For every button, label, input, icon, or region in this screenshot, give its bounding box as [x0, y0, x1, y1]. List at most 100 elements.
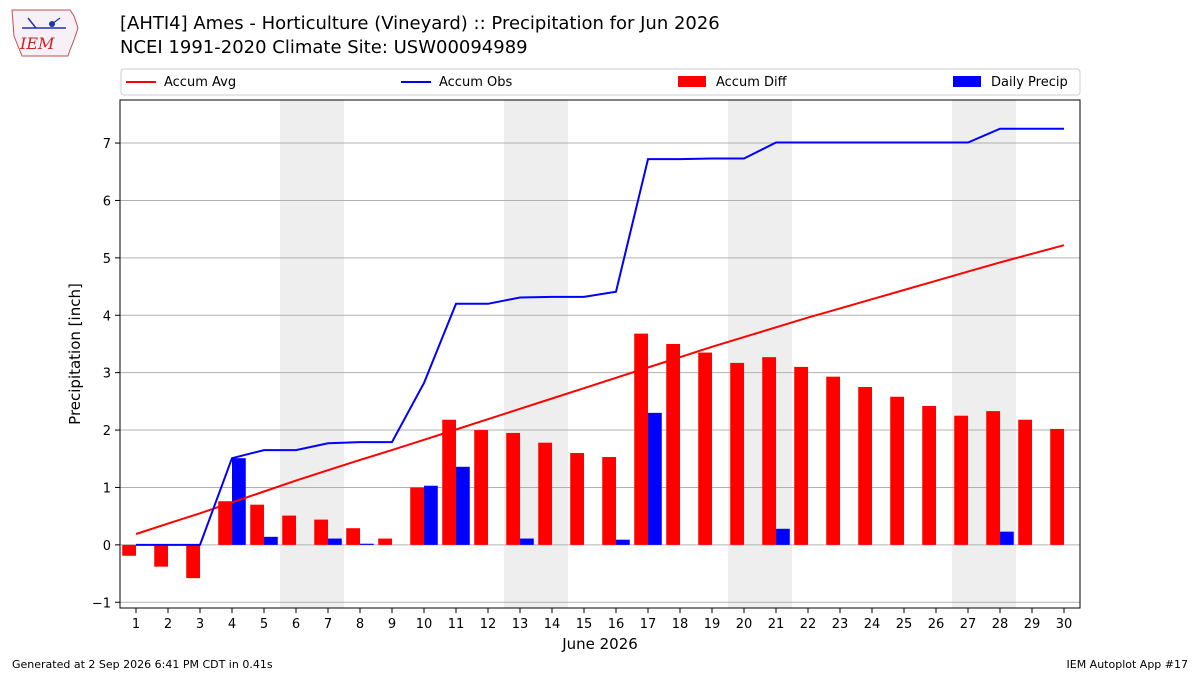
y-axis-label: Precipitation [inch] [66, 283, 84, 425]
daily-precip-bar-13 [520, 538, 534, 545]
daily-precip-bar-8 [360, 543, 374, 545]
x-axis-label: June 2026 [561, 635, 638, 653]
accum-diff-bar-7 [314, 519, 328, 545]
ytick-label-2: 2 [103, 424, 111, 439]
ytick-label-0: 0 [103, 539, 111, 554]
legend-label-accum-diff: Accum Diff [716, 75, 788, 90]
accum-diff-bar-24 [858, 387, 872, 545]
ytick-label-7: 7 [103, 137, 111, 152]
xtick-label-8: 8 [356, 617, 364, 632]
accum-avg-line [135, 244, 1065, 535]
xtick-label-29: 29 [1024, 617, 1041, 632]
ytick-label-4: 4 [103, 309, 111, 324]
legend-label-accum-avg: Accum Avg [164, 75, 236, 90]
accum-diff-bar-8 [346, 528, 360, 545]
xtick-label-9: 9 [388, 617, 396, 632]
title-line-2: NCEI 1991-2020 Climate Site: USW00094989 [120, 37, 528, 58]
xtick-label-30: 30 [1056, 617, 1073, 632]
daily-precip-bar-7 [328, 538, 342, 545]
xtick-label-2: 2 [164, 617, 172, 632]
xtick-label-1: 1 [132, 617, 140, 632]
accum-diff-bar-30 [1050, 428, 1064, 545]
legend-box [120, 68, 1081, 96]
xtick-label-19: 19 [704, 617, 721, 632]
accum-diff-bar-3 [186, 544, 200, 579]
xtick-label-6: 6 [292, 617, 300, 632]
ytick-label-1: 1 [103, 481, 111, 496]
xtick-label-28: 28 [992, 617, 1009, 632]
xtick-label-16: 16 [608, 617, 625, 632]
accum-diff-bar-4 [218, 501, 232, 545]
xtick-label-15: 15 [576, 617, 593, 632]
xtick-label-14: 14 [544, 617, 561, 632]
legend-swatch-daily-precip [953, 76, 981, 87]
accum-diff-bar-28 [986, 411, 1000, 545]
accum-diff-bar-26 [922, 405, 936, 545]
accum-diff-bar-29 [1018, 419, 1032, 545]
accum-diff-bar-2 [154, 544, 168, 567]
accum-diff-bar-22 [794, 366, 808, 545]
daily-precip-bar-16 [616, 539, 630, 545]
accum-diff-bar-27 [954, 415, 968, 545]
accum-diff-bar-1 [122, 544, 136, 556]
xtick-label-23: 23 [832, 617, 849, 632]
accum-diff-bar-20 [730, 362, 744, 545]
logo-text: IEM [19, 34, 55, 53]
accum-diff-bar-25 [890, 396, 904, 545]
app-label: IEM Autoplot App #17 [1066, 658, 1189, 671]
daily-precip-bar-11 [456, 466, 470, 545]
daily-precip-bar-5 [264, 536, 278, 545]
xtick-label-22: 22 [800, 617, 817, 632]
xtick-label-26: 26 [928, 617, 945, 632]
daily-precip-bar-28 [1000, 531, 1014, 545]
accum-diff-bar-23 [826, 376, 840, 545]
iem-logo: IEM [11, 9, 79, 57]
xtick-label-17: 17 [640, 617, 657, 632]
accum-diff-bar-16 [602, 457, 616, 545]
daily-precip-bar-10 [424, 485, 438, 545]
generated-timestamp: Generated at 2 Sep 2026 6:41 PM CDT in 0… [12, 658, 273, 671]
xtick-label-24: 24 [864, 617, 881, 632]
accum-diff-bar-18 [666, 343, 680, 545]
xtick-label-25: 25 [896, 617, 913, 632]
plot-frame [119, 99, 1081, 609]
legend-label-accum-obs: Accum Obs [439, 75, 512, 90]
xtick-label-11: 11 [448, 617, 465, 632]
xtick-label-13: 13 [512, 617, 529, 632]
xtick-label-12: 12 [480, 617, 497, 632]
xtick-label-27: 27 [960, 617, 977, 632]
accum-obs-line [136, 127, 1064, 546]
accum-diff-bar-11 [442, 419, 456, 545]
legend-swatch-accum-diff [678, 76, 706, 87]
ytick-label-5: 5 [103, 252, 111, 267]
accum-diff-bar-10 [410, 487, 424, 545]
xtick-label-7: 7 [324, 617, 332, 632]
accum-diff-bar-14 [538, 442, 552, 545]
accum-diff-bar-6 [282, 515, 296, 545]
xtick-label-18: 18 [672, 617, 689, 632]
xtick-label-20: 20 [736, 617, 753, 632]
chart-title: [AHTI4] Ames - Horticulture (Vineyard) :… [120, 12, 720, 60]
accum-diff-bar-17 [634, 333, 648, 545]
xtick-label-4: 4 [228, 617, 236, 632]
xtick-label-5: 5 [260, 617, 268, 632]
iowa-outline-icon [11, 9, 79, 57]
accum-diff-bar-5 [250, 504, 264, 545]
ytick-label-3: 3 [103, 367, 111, 382]
legend-label-daily-precip: Daily Precip [991, 75, 1068, 90]
title-line-1: [AHTI4] Ames - Horticulture (Vineyard) :… [120, 13, 720, 34]
accum-diff-bar-9 [378, 538, 392, 545]
xtick-label-10: 10 [416, 617, 433, 632]
accum-diff-bar-13 [506, 432, 520, 545]
accum-diff-bar-21 [762, 357, 776, 545]
ytick-label--1: −1 [92, 596, 111, 611]
accum-diff-bar-19 [698, 352, 712, 545]
accum-diff-bar-12 [474, 430, 488, 545]
daily-precip-bar-4 [232, 458, 246, 545]
daily-precip-bar-17 [648, 412, 662, 545]
ytick-label-6: 6 [103, 194, 111, 209]
accum-diff-bar-15 [570, 453, 584, 545]
xtick-label-3: 3 [196, 617, 204, 632]
daily-precip-bar-21 [776, 528, 790, 545]
